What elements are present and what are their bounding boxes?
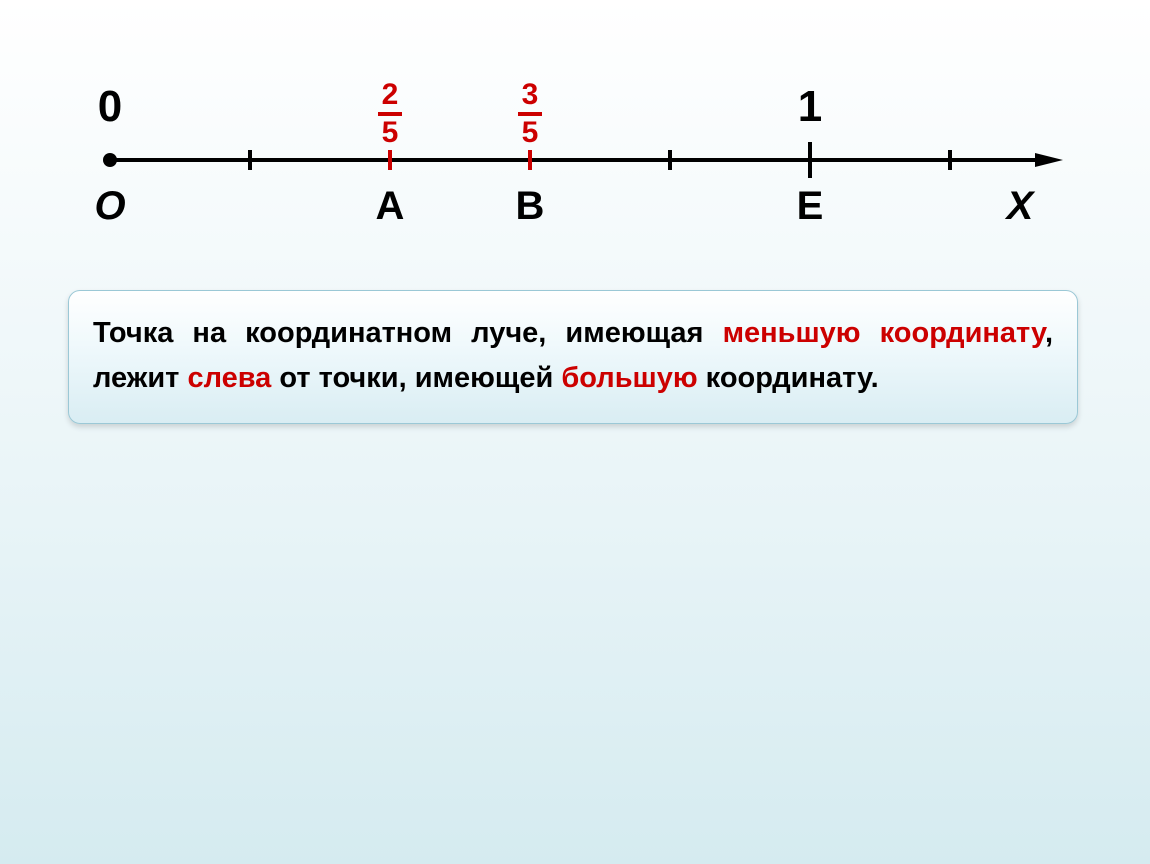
fraction-label-2-5: 25 (378, 78, 402, 148)
point-label-Е: Е (797, 184, 824, 229)
rule-highlight-1: меньшую координату (723, 317, 1045, 349)
point-label-О: О (94, 184, 125, 229)
rule-seg1: Точка на координатном луче, имеющая (93, 317, 723, 349)
number-line-svg (75, 60, 1075, 290)
rule-text: Точка на координатном луче, имеющая мень… (93, 311, 1053, 401)
rule-seg4: координату. (698, 362, 879, 394)
point-label-Х: Х (1007, 184, 1034, 229)
axis-number-1: 1 (798, 82, 822, 132)
point-label-А: А (376, 184, 405, 229)
point-label-В: В (516, 184, 545, 229)
rule-highlight-3: большую (561, 362, 697, 394)
number-line: 0 1 25 35 О А В Е Х (75, 60, 1075, 290)
rule-callout: Точка на координатном луче, имеющая мень… (68, 290, 1078, 424)
axis-number-0: 0 (98, 82, 122, 132)
rule-highlight-2: слева (187, 362, 271, 394)
rule-seg3: от точки, имеющей (271, 362, 561, 394)
fraction-label-3-5: 35 (518, 78, 542, 148)
